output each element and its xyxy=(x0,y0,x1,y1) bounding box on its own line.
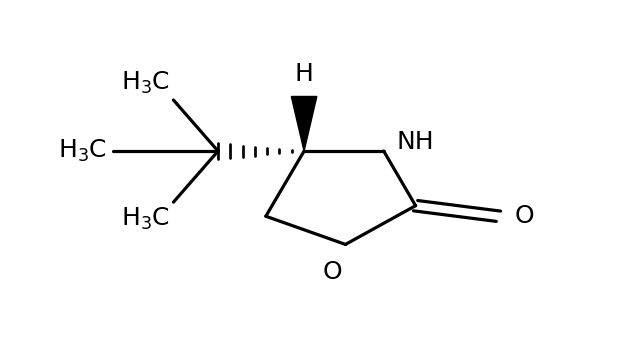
Text: H: H xyxy=(294,62,314,86)
Polygon shape xyxy=(291,97,317,151)
Text: H$_3$C: H$_3$C xyxy=(122,206,170,232)
Text: O: O xyxy=(323,260,342,284)
Text: H$_3$C: H$_3$C xyxy=(58,138,106,164)
Text: O: O xyxy=(515,204,534,228)
Text: H$_3$C: H$_3$C xyxy=(122,70,170,97)
Text: NH: NH xyxy=(396,130,434,154)
